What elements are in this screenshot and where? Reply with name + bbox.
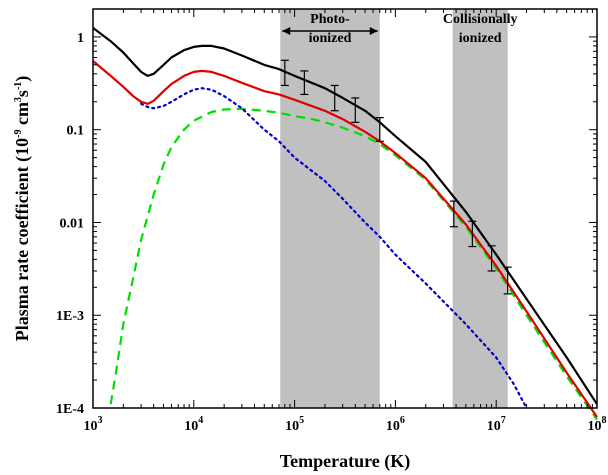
band-1 — [452, 9, 508, 408]
error-bars — [280, 59, 512, 295]
series-line-2 — [140, 87, 528, 410]
x-tick-label-4: 107 — [487, 415, 506, 434]
band-1-label-1: ionized — [459, 31, 502, 46]
y-tick-label-3: 1E-3 — [56, 309, 84, 324]
band-0-label-0: Photo- — [310, 12, 350, 27]
band-1-label-0: Collisionally — [443, 12, 518, 27]
error-bar-2 — [330, 84, 339, 112]
series-layer — [92, 27, 598, 421]
error-bar-3 — [351, 97, 360, 123]
plot-frame — [92, 8, 598, 409]
series-line-0 — [92, 27, 598, 405]
y-tick-label-0: 1 — [77, 31, 84, 46]
x-tick-label-2: 105 — [285, 415, 304, 434]
error-bar-5 — [449, 200, 458, 228]
ionization-bands — [280, 9, 508, 408]
axis-ticks — [92, 8, 598, 409]
x-tick-label-0: 103 — [84, 415, 103, 434]
band-arrow-left — [282, 27, 291, 35]
x-tick-label-3: 106 — [386, 415, 405, 434]
y-tick-label-4: 1E-4 — [56, 402, 84, 417]
band-0-label-1: ionized — [309, 31, 352, 46]
error-bar-1 — [300, 70, 309, 96]
series-line-1 — [92, 60, 598, 418]
series-line-3 — [109, 107, 598, 421]
band-0 — [280, 9, 380, 408]
error-bar-7 — [487, 245, 496, 272]
tick-labels: 103 104 105 106 107 108 1 0.1 0.01 1E-3 1E-4 — [56, 31, 607, 434]
error-bar-4 — [375, 117, 384, 142]
y-tick-label-2: 0.01 — [60, 216, 85, 231]
band-labels: Photo-ionized Collisionally ionized — [282, 12, 518, 46]
x-axis-title: Temperature (K) — [280, 451, 410, 472]
error-bar-0 — [280, 59, 289, 87]
band-arrow-right — [369, 27, 378, 35]
y-tick-label-1: 0.1 — [67, 124, 85, 139]
error-bar-8 — [503, 266, 512, 295]
x-tick-label-5: 108 — [588, 415, 607, 434]
y-axis-title: Plasma rate coefficient (10-9 cm3s-1) — [12, 76, 33, 342]
error-bar-6 — [468, 220, 477, 248]
x-tick-label-1: 104 — [184, 415, 203, 434]
